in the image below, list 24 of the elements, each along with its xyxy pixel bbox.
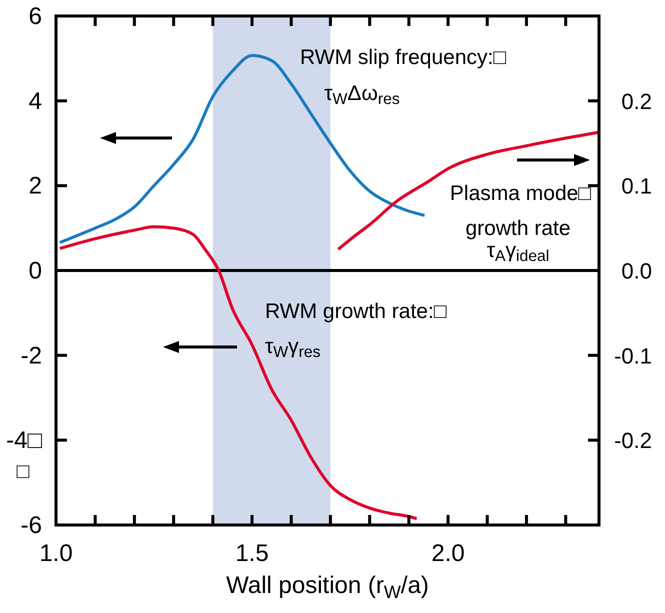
y2-tick-label: 0.2	[621, 88, 652, 114]
y2-tick-label: 0.0	[621, 258, 652, 284]
y-tick-label: 6	[28, 3, 42, 30]
x-tick-label: 2.0	[431, 540, 465, 567]
annotation: RWM slip frequency:□	[300, 46, 506, 69]
annotation: RWM growth rate:□	[265, 300, 447, 323]
x-tick-label: 1.0	[39, 540, 73, 567]
annotation: τ$_{W}$Δω$_{res}$	[324, 82, 400, 108]
annotation: growth rate	[465, 217, 571, 240]
annotation: Plasma mode□	[450, 182, 592, 205]
annotation: τ$_{A}$γ$_{ideal}$	[486, 239, 550, 265]
text: □	[16, 460, 30, 483]
y-tick-label: -6	[20, 512, 42, 539]
y-tick-label: 2	[28, 172, 42, 200]
y2-tick-label: -0.2	[614, 428, 652, 454]
y-tick-label: 4	[28, 88, 42, 115]
y-tick-label: -2	[20, 342, 42, 370]
y-tick-label: 0	[28, 258, 42, 284]
y2-tick-label: 0.1	[621, 174, 652, 199]
y-tick-label: -4□	[6, 427, 42, 454]
annotation: τ$_{W}$γ$_{res}$	[265, 335, 321, 361]
y2-tick-label: -0.1	[614, 343, 652, 368]
x-tick-label: 1.5	[235, 540, 269, 567]
x-axis-title: Wall position (r$_{W}$/a)	[226, 572, 429, 602]
